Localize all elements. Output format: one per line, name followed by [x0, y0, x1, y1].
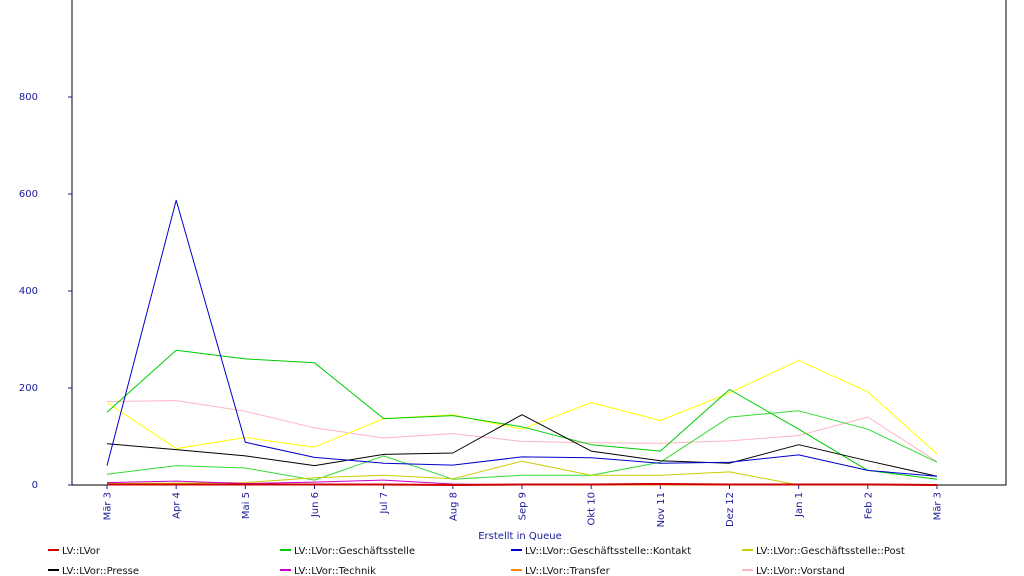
legend-item: LV::LVor::Geschäftsstelle: [280, 546, 415, 557]
x-tick-label: Nov 11: [656, 492, 667, 527]
legend-label: LV::LVor::Geschäftsstelle::Kontakt: [525, 546, 691, 557]
legend-item: LV::LVor: [48, 546, 101, 557]
legend-item: LV::LVor::Vorstand: [742, 566, 845, 576]
series-lines: [106, 199, 938, 486]
x-tick-label: Dez 12: [725, 492, 736, 527]
x-tick-label: Mai 5: [241, 492, 252, 519]
series-line: [106, 414, 938, 477]
legend-item: LV::LVor::Transfer: [511, 566, 611, 576]
x-tick-label: Mär 3: [103, 492, 114, 520]
x-tick-label: Apr 4: [172, 492, 183, 519]
legend-label: LV::LVor::Geschäftsstelle::Post: [756, 546, 905, 557]
series-line: [107, 483, 938, 486]
legend-item: LV::LVor::Geschäftsstelle::Kontakt: [511, 546, 691, 557]
x-tick-label: Jul 7: [379, 492, 390, 515]
x-tick-label: Feb 2: [863, 492, 874, 519]
legend-item: LV::LVor::Geschäftsstelle::Post: [742, 546, 905, 557]
series-line: [106, 460, 937, 486]
legend-label: LV::LVor: [62, 546, 101, 557]
y-tick-label: 400: [19, 286, 38, 297]
x-axis-title: Erstellt in Queue: [478, 531, 562, 542]
y-tick-label: 200: [19, 383, 38, 394]
plot-frame: [71, 0, 1007, 486]
legend-label: LV::LVor::Presse: [62, 566, 139, 576]
legend-item: LV::LVor::Presse: [48, 566, 139, 576]
legend-label: LV::LVor::Technik: [294, 566, 376, 576]
y-tick-label: 800: [19, 92, 38, 103]
series-line: [106, 349, 938, 480]
legend-label: LV::LVor::Transfer: [525, 566, 611, 576]
y-tick-label: 600: [19, 189, 38, 200]
axes: 0 200 400 600 800 Mär 3 Apr 4 Mai 5 Jun 6 Jul 7 Au…: [19, 0, 1007, 527]
series-line: [106, 199, 938, 477]
legend-label: LV::LVor::Vorstand: [756, 566, 845, 576]
y-tick-label: 0: [32, 480, 38, 491]
x-tick-label: Jan 1: [794, 492, 805, 518]
series-line: [106, 359, 938, 455]
series-line: [106, 410, 938, 481]
x-tick-label: Sep 9: [518, 492, 529, 520]
x-tick-label: Okt 10: [587, 492, 598, 526]
legend-item: LV::LVor::Technik: [280, 566, 376, 576]
legend-label: LV::LVor::Geschäftsstelle: [294, 546, 415, 557]
series-line: [106, 400, 938, 463]
x-tick-label: Mär 3: [933, 492, 944, 520]
legend: LV::LVor LV::LVor::Geschäftsstelle LV::LVo…: [48, 546, 905, 576]
x-tick-label: Aug 8: [448, 492, 459, 521]
x-tick-label: Jun 6: [310, 492, 321, 518]
